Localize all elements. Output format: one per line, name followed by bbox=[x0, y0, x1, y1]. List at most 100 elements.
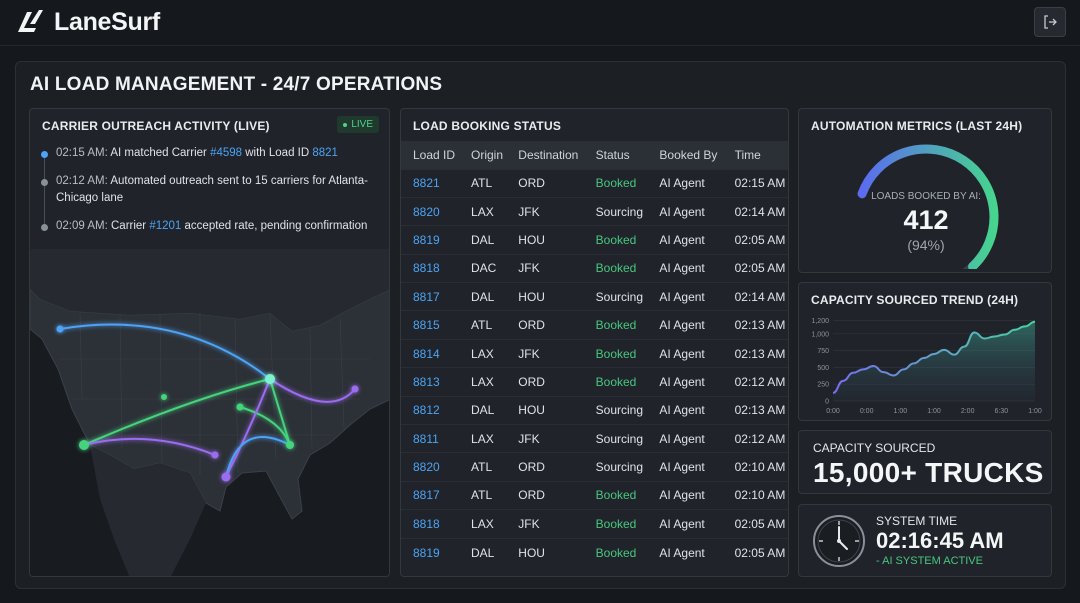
table-row[interactable]: 8818 DAC JFK Booked AI Agent 02:05 AM bbox=[401, 253, 788, 283]
column-header[interactable]: Time bbox=[734, 147, 761, 162]
load-id-cell[interactable]: 8818 bbox=[401, 509, 460, 539]
loads-booked-gauge bbox=[857, 144, 999, 269]
time-cell: 02:12 AM bbox=[722, 424, 788, 453]
activity-time: 02:12 AM: bbox=[56, 175, 108, 187]
x-tick-label: 1:00 bbox=[1028, 408, 1042, 415]
carrier-link[interactable]: #1201 bbox=[149, 220, 182, 232]
page-title: AI LOAD MANAGEMENT - 24/7 OPERATIONS bbox=[30, 74, 443, 95]
automation-metrics-card: AUTOMATION METRICS (LAST 24H) LOADS BOOK… bbox=[798, 108, 1052, 273]
operations-panel: AI LOAD MANAGEMENT - 24/7 OPERATIONS CAR… bbox=[15, 61, 1066, 589]
capacity-trend-chart: 0 250 500 750 1,000 1,200 0:00 0:00 1:00 1:00 2:00… bbox=[811, 318, 1042, 415]
activity-text: AI matched Carrier bbox=[110, 147, 211, 159]
carrier-route-map[interactable] bbox=[30, 249, 390, 577]
carrier-link[interactable]: #4598 bbox=[210, 147, 243, 159]
status-cell: Booked bbox=[583, 310, 648, 340]
status-cell: Booked bbox=[583, 509, 648, 539]
activity-time: 02:15 AM: bbox=[56, 147, 108, 159]
y-tick-label: 750 bbox=[817, 348, 829, 355]
capacity-label: CAPACITY SOURCED bbox=[813, 441, 936, 455]
route-line bbox=[59, 323, 271, 380]
origin-cell: LAX bbox=[459, 424, 507, 453]
app-name: LaneSurf bbox=[54, 7, 160, 36]
status-cell: Booked bbox=[583, 480, 648, 510]
system-time-value: 02:16:45 AM bbox=[876, 528, 1004, 553]
canada-landmass bbox=[30, 249, 389, 331]
city-node bbox=[211, 451, 219, 459]
booked-by-cell: AI Agent bbox=[647, 338, 723, 368]
city-node bbox=[265, 374, 275, 384]
booked-by-cell: AI Agent bbox=[647, 537, 723, 567]
origin-cell: ATL bbox=[459, 480, 507, 510]
load-id-cell[interactable]: 8819 bbox=[401, 225, 460, 255]
activity-item: 02:12 AM: Automated outreach sent to 15 … bbox=[40, 173, 380, 207]
logo[interactable]: LaneSurf bbox=[14, 6, 160, 38]
load-id-cell[interactable]: 8817 bbox=[401, 282, 460, 311]
timeline-dot-icon bbox=[41, 224, 48, 231]
table-row[interactable]: 8812 DAL HOU Sourcing AI Agent 02:13 AM bbox=[401, 395, 788, 425]
time-cell: 02:05 AM bbox=[722, 253, 788, 283]
x-tick-label: 0:00 bbox=[860, 408, 874, 415]
table-row[interactable]: 8813 LAX ORD Booked AI Agent 02:12 AM bbox=[401, 367, 788, 397]
column-header[interactable]: Booked By bbox=[659, 147, 718, 162]
activity-timeline: 02:15 AM: AI matched Carrier #4598 with … bbox=[40, 145, 380, 246]
booked-by-cell: AI Agent bbox=[647, 480, 723, 510]
load-id-cell[interactable]: 8812 bbox=[401, 395, 460, 425]
city-node bbox=[56, 325, 64, 333]
load-id-cell[interactable]: 8820 bbox=[401, 196, 460, 226]
capacity-trend-card: CAPACITY SOURCED TREND (24H) 0 250 500 750 1… bbox=[798, 282, 1052, 421]
logout-button[interactable] bbox=[1034, 7, 1066, 37]
table-row[interactable]: 8819 DAL HOU Booked AI Agent 02:05 AM bbox=[401, 537, 788, 567]
table-row[interactable]: 8814 LAX JFK Booked AI Agent 02:13 AM bbox=[401, 338, 788, 368]
city-node bbox=[161, 394, 167, 400]
time-cell: 02:13 AM bbox=[722, 395, 788, 425]
load-id-cell[interactable]: 8821 bbox=[401, 168, 460, 198]
column-header[interactable]: Destination bbox=[518, 147, 579, 162]
table-row[interactable]: 8818 LAX JFK Booked AI Agent 02:05 AM bbox=[401, 509, 788, 539]
time-cell: 02:12 AM bbox=[722, 367, 788, 397]
load-id-cell[interactable]: 8820 bbox=[401, 452, 460, 482]
booked-by-cell: AI Agent bbox=[647, 509, 723, 539]
x-tick-label: 2:00 bbox=[961, 408, 975, 415]
table-row[interactable]: 8820 ATL ORD Sourcing AI Agent 02:10 AM bbox=[401, 452, 788, 482]
status-cell: Booked bbox=[583, 253, 648, 283]
status-cell: Sourcing bbox=[583, 424, 648, 453]
booked-by-cell: AI Agent bbox=[647, 310, 723, 340]
status-cell: Sourcing bbox=[583, 452, 648, 482]
route-line bbox=[269, 378, 291, 446]
column-header[interactable]: Load ID bbox=[413, 147, 456, 162]
table-row[interactable]: 8815 ATL ORD Booked AI Agent 02:13 AM bbox=[401, 310, 788, 340]
booking-table: Load ID Origin Destination Status Booked… bbox=[401, 141, 788, 567]
table-row[interactable]: 8819 DAL HOU Booked AI Agent 02:05 AM bbox=[401, 225, 788, 255]
x-tick-label: 0:00 bbox=[826, 408, 840, 415]
status-cell: Sourcing bbox=[583, 196, 648, 226]
booked-by-cell: AI Agent bbox=[647, 168, 723, 198]
column-header[interactable]: Origin bbox=[471, 147, 504, 162]
timeline-dot-icon bbox=[41, 151, 48, 158]
lanesurf-logo-icon bbox=[18, 10, 43, 32]
load-id-cell[interactable]: 8818 bbox=[401, 253, 460, 283]
destination-cell: HOU bbox=[506, 282, 584, 311]
booked-by-cell: AI Agent bbox=[647, 196, 723, 226]
load-id-cell[interactable]: 8819 bbox=[401, 537, 460, 567]
origin-cell: ATL bbox=[459, 168, 507, 198]
booked-by-cell: AI Agent bbox=[647, 367, 723, 397]
table-row[interactable]: 8820 LAX JFK Sourcing AI Agent 02:14 AM bbox=[401, 196, 788, 226]
system-time-card: SYSTEM TIME 02:16:45 AM - AI SYSTEM ACTI… bbox=[798, 504, 1052, 577]
load-id-cell[interactable]: 8811 bbox=[401, 424, 460, 453]
load-id-link[interactable]: 8821 bbox=[312, 147, 338, 159]
destination-cell: JFK bbox=[506, 509, 584, 539]
time-cell: 02:05 AM bbox=[722, 537, 788, 567]
column-header[interactable]: Status bbox=[595, 147, 630, 162]
table-row[interactable]: 8821 ATL ORD Booked AI Agent 02:15 AM bbox=[401, 168, 788, 198]
load-id-cell[interactable]: 8814 bbox=[401, 338, 460, 368]
status-cell: Booked bbox=[583, 537, 648, 567]
load-id-cell[interactable]: 8813 bbox=[401, 367, 460, 397]
table-row[interactable]: 8817 ATL ORD Booked AI Agent 02:10 AM bbox=[401, 480, 788, 510]
load-id-cell[interactable]: 8815 bbox=[401, 310, 460, 340]
timeline-dot-icon bbox=[41, 179, 48, 186]
table-row[interactable]: 8817 DAL HOU Sourcing AI Agent 02:14 AM bbox=[401, 282, 788, 311]
destination-cell: JFK bbox=[506, 338, 584, 368]
load-id-cell[interactable]: 8817 bbox=[401, 480, 460, 510]
table-header-row: Load ID Origin Destination Status Booked… bbox=[401, 141, 788, 169]
table-row[interactable]: 8811 LAX JFK Sourcing AI Agent 02:12 AM bbox=[401, 424, 788, 453]
